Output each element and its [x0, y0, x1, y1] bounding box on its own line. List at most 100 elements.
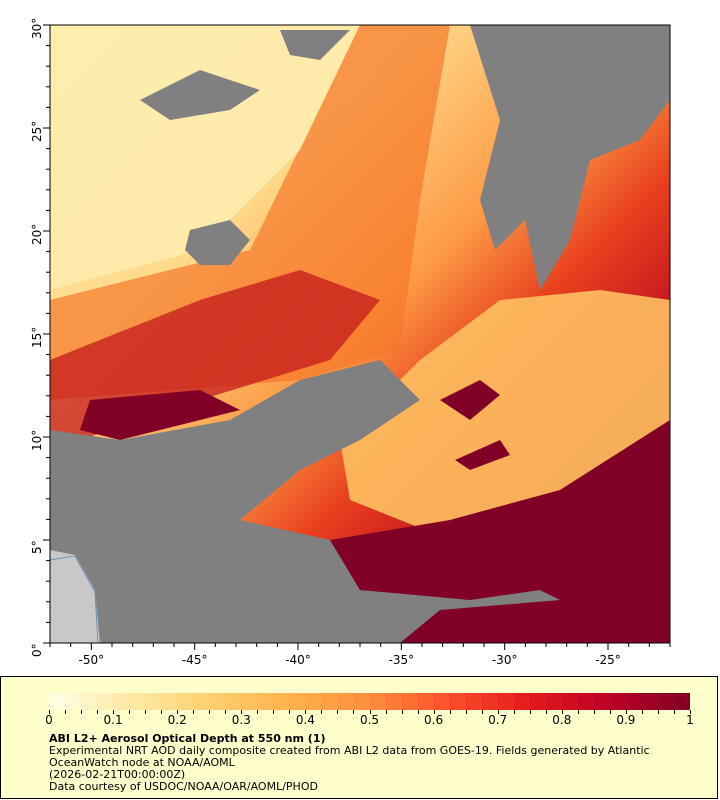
colorbar-cell: [433, 693, 450, 710]
colorbar-cell: [193, 693, 210, 710]
colorbar-tick-mark: [321, 710, 323, 714]
colorbar-tick-mark: [369, 710, 371, 714]
colorbar-tick-mark: [465, 710, 467, 714]
colorbar-tick-mark: [337, 710, 339, 714]
cloud-north: [470, 25, 670, 290]
colorbar-tick-mark: [449, 710, 451, 714]
colorbar-cell: [417, 693, 434, 710]
lon-tick-label: -25°: [595, 653, 621, 667]
lat-tick-label: 10°: [30, 429, 44, 451]
colorbar-cell: [353, 693, 370, 710]
colorbar-cell: [674, 693, 691, 710]
lon-tick-label: -45°: [181, 653, 208, 667]
colorbar-cell: [562, 693, 579, 710]
colorbar-tick-mark: [641, 710, 643, 714]
lat-tick-label: 15°: [30, 326, 44, 348]
colorbar-tick-mark: [401, 710, 403, 714]
colorbar-tick-mark: [113, 710, 115, 714]
colorbar-cell: [545, 693, 562, 710]
legend-credit: Data courtesy of USDOC/NOAA/OAR/AOML/PHO…: [49, 780, 318, 793]
colorbar-tick-mark: [305, 710, 307, 714]
colorbar-tick-mark: [289, 710, 291, 714]
colorbar-tick-mark: [513, 710, 515, 714]
lat-tick-label: 25°: [30, 120, 44, 142]
colorbar-cell: [97, 693, 114, 710]
colorbar-tick-mark: [353, 710, 355, 714]
colorbar-cell: [465, 693, 482, 710]
colorbar-cell: [529, 693, 546, 710]
colorbar: [49, 693, 691, 710]
colorbar-cell: [257, 693, 274, 710]
lat-tick-label: 5°: [30, 540, 44, 554]
colorbar-cell: [481, 693, 498, 710]
colorbar-tick-mark: [97, 710, 99, 714]
colorbar-cell: [161, 693, 178, 710]
colorbar-cell: [305, 693, 322, 710]
colorbar-cell: [241, 693, 258, 710]
colorbar-tick-mark: [690, 710, 691, 714]
colorbar-cell: [594, 693, 611, 710]
colorbar-cell: [129, 693, 146, 710]
colorbar-cell: [578, 693, 595, 710]
colorbar-cell: [65, 693, 82, 710]
legend-panel: 0 0.1 0.2 0.3 0.4 0.5 0.6 0.7 0.8 0.9 1 ABI L2+ Ae…: [0, 676, 718, 799]
cloud-patch-3: [280, 30, 350, 60]
lon-tick-label: -35°: [388, 653, 415, 667]
colorbar-cell: [626, 693, 643, 710]
colorbar-cell: [385, 693, 402, 710]
colorbar-tick-mark: [177, 710, 179, 714]
colorbar-tick-mark: [497, 710, 499, 714]
colorbar-cell: [513, 693, 530, 710]
colorbar-tick-label: 0.7: [488, 713, 508, 727]
colorbar-cell: [81, 693, 98, 710]
colorbar-tick-mark: [273, 710, 275, 714]
colorbar-tick-mark: [225, 710, 227, 714]
colorbar-tick-mark: [145, 710, 147, 714]
colorbar-tick-label: 1: [686, 713, 694, 727]
colorbar-tick-mark: [65, 710, 67, 714]
colorbar-tick-mark: [49, 710, 50, 714]
colorbar-tick-mark: [593, 710, 595, 714]
colorbar-cell: [369, 693, 386, 710]
cloud-patch-2: [140, 70, 260, 120]
coastline: [50, 555, 99, 643]
colorbar-cell: [658, 693, 675, 710]
colorbar-tick-mark: [609, 710, 611, 714]
colorbar-tick-label: 0: [45, 713, 53, 727]
legend-time: (2026-02-21T00:00:00Z): [49, 768, 186, 781]
lon-tick-label: -50°: [78, 653, 105, 667]
colorbar-tick-label: 0.6: [424, 713, 444, 727]
colorbar-tick-label: 0.9: [616, 713, 636, 727]
colorbar-cell: [145, 693, 162, 710]
colorbar-tick-mark: [257, 710, 259, 714]
colorbar-tick-mark: [81, 710, 83, 714]
colorbar-cell: [337, 693, 354, 710]
colorbar-cell: [497, 693, 514, 710]
colorbar-tick-label: 0.1: [103, 713, 123, 727]
lon-tick-label: -40°: [285, 653, 311, 667]
colorbar-cell: [449, 693, 466, 710]
colorbar-cell: [209, 693, 226, 710]
colorbar-tick-mark: [193, 710, 195, 714]
legend-description-2: OceanWatch node at NOAA/AOML: [49, 756, 235, 769]
colorbar-cell: [401, 693, 418, 710]
aod-map[interactable]: [0, 0, 720, 670]
colorbar-cell: [225, 693, 242, 710]
land-south-america: [50, 550, 100, 643]
colorbar-cell: [321, 693, 338, 710]
colorbar-tick-label: 0.4: [295, 713, 315, 727]
lat-tick-label: 30°: [30, 17, 44, 39]
colorbar-tick-label: 0.5: [359, 713, 380, 727]
colorbar-tick-mark: [129, 710, 131, 714]
colorbar-tick-mark: [241, 710, 243, 714]
colorbar-cell: [610, 693, 627, 710]
cloud-patch-1: [185, 220, 250, 265]
colorbar-tick-mark: [673, 710, 675, 714]
colorbar-tick-mark: [577, 710, 579, 714]
colorbar-cell: [177, 693, 194, 710]
aod-light-topleft: [50, 25, 360, 290]
lat-tick-label: 20°: [30, 223, 44, 245]
colorbar-tick-mark: [625, 710, 627, 714]
colorbar-cell: [273, 693, 290, 710]
colorbar-tick-label: 0.2: [167, 713, 187, 727]
